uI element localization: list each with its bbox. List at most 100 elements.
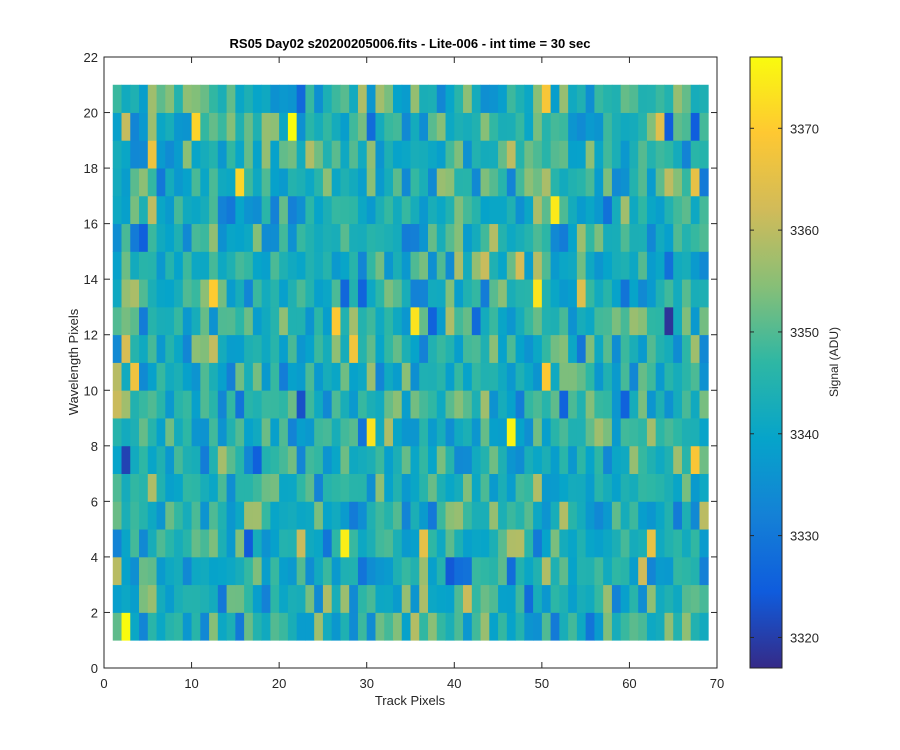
heatmap-cell bbox=[506, 195, 516, 225]
heatmap-cell bbox=[471, 334, 481, 363]
heatmap-cell bbox=[357, 362, 368, 391]
heatmap-cell bbox=[436, 362, 446, 391]
heatmap-cell bbox=[139, 556, 149, 586]
heatmap-cell bbox=[384, 612, 394, 641]
heatmap-cell bbox=[357, 529, 368, 558]
heatmap-cell bbox=[594, 612, 604, 641]
heatmap-cell bbox=[226, 84, 236, 113]
heatmap-cell bbox=[498, 501, 508, 530]
heatmap-cell bbox=[506, 223, 516, 252]
heatmap-cell bbox=[664, 556, 674, 586]
heatmap-cell bbox=[489, 334, 499, 363]
heatmap-cell bbox=[664, 251, 674, 280]
heatmap-cell bbox=[375, 334, 385, 363]
heatmap-cell bbox=[629, 529, 639, 558]
heatmap-cell bbox=[209, 390, 219, 419]
heatmap-cell bbox=[235, 418, 245, 447]
heatmap-cell bbox=[594, 390, 604, 419]
heatmap-cell bbox=[235, 473, 245, 502]
heatmap-cell bbox=[506, 306, 516, 336]
heatmap-cell bbox=[375, 529, 385, 558]
heatmap-cell bbox=[410, 306, 420, 336]
heatmap-cell bbox=[585, 529, 595, 558]
heatmap-cell bbox=[349, 612, 359, 641]
heatmap-cell bbox=[261, 112, 271, 141]
heatmap-cell bbox=[585, 584, 595, 613]
heatmap-cell bbox=[524, 306, 534, 336]
heatmap-cell bbox=[279, 390, 289, 419]
x-tick-label: 10 bbox=[184, 676, 198, 691]
heatmap-cell bbox=[646, 390, 657, 419]
heatmap-cell bbox=[130, 362, 140, 391]
heatmap-cell bbox=[349, 418, 359, 447]
heatmap-cell bbox=[217, 445, 227, 474]
heatmap-cell bbox=[331, 584, 341, 613]
heatmap-cell bbox=[322, 168, 333, 197]
heatmap-cell bbox=[112, 418, 122, 447]
heatmap-cell bbox=[436, 223, 446, 252]
heatmap-cell bbox=[463, 529, 473, 558]
heatmap-cell bbox=[638, 251, 648, 280]
heatmap-cell bbox=[401, 168, 411, 197]
heatmap-cell bbox=[576, 306, 587, 336]
heatmap-cell bbox=[130, 418, 140, 447]
heatmap-cell bbox=[349, 195, 359, 225]
heatmap-cell bbox=[322, 251, 333, 280]
heatmap-cell bbox=[147, 140, 157, 169]
heatmap-cell bbox=[480, 223, 490, 252]
heatmap-cell bbox=[410, 223, 420, 252]
heatmap-cell bbox=[217, 473, 227, 502]
heatmap-cell bbox=[130, 140, 140, 169]
heatmap-cell bbox=[463, 362, 473, 391]
heatmap-cell bbox=[270, 84, 280, 113]
heatmap-cell bbox=[191, 390, 201, 419]
heatmap-cell bbox=[550, 223, 560, 252]
heatmap-cell bbox=[366, 195, 376, 225]
heatmap-cell bbox=[244, 140, 254, 169]
heatmap-cell bbox=[463, 168, 473, 197]
heatmap-cell bbox=[646, 418, 657, 447]
heatmap-cell bbox=[568, 556, 578, 586]
heatmap-cell bbox=[331, 501, 341, 530]
heatmap-cell bbox=[436, 195, 446, 225]
heatmap-cell bbox=[139, 445, 149, 474]
heatmap-cell bbox=[191, 140, 201, 169]
heatmap-cell bbox=[410, 279, 420, 308]
heatmap-cell bbox=[515, 279, 525, 308]
heatmap-cell bbox=[445, 112, 455, 141]
heatmap-cell bbox=[174, 168, 184, 197]
heatmap-cell bbox=[349, 445, 359, 474]
heatmap-cell bbox=[287, 501, 298, 530]
heatmap-cell bbox=[331, 251, 341, 280]
heatmap-cell bbox=[261, 612, 271, 641]
heatmap-cell bbox=[419, 195, 429, 225]
heatmap-cell bbox=[419, 584, 429, 613]
heatmap-cell bbox=[699, 140, 709, 169]
heatmap-cell bbox=[200, 140, 210, 169]
heatmap-cell bbox=[550, 501, 560, 530]
heatmap-cell bbox=[331, 195, 341, 225]
heatmap-cell bbox=[576, 195, 587, 225]
heatmap-cell bbox=[401, 584, 411, 613]
heatmap-cell bbox=[611, 473, 622, 502]
heatmap-cell bbox=[191, 501, 201, 530]
heatmap-cell bbox=[296, 168, 306, 197]
heatmap-cell bbox=[174, 279, 184, 308]
heatmap-cell bbox=[646, 473, 657, 502]
heatmap-cell bbox=[471, 556, 481, 586]
heatmap-cell bbox=[340, 112, 350, 141]
heatmap-cell bbox=[384, 112, 394, 141]
heatmap-cell bbox=[375, 140, 385, 169]
heatmap-cell bbox=[410, 529, 420, 558]
heatmap-cell bbox=[445, 529, 455, 558]
heatmap-cell bbox=[252, 362, 263, 391]
heatmap-cell bbox=[419, 306, 429, 336]
heatmap-cell bbox=[261, 84, 271, 113]
y-axis-label: Wavelength Pixels bbox=[66, 308, 81, 415]
heatmap-cell bbox=[235, 168, 245, 197]
heatmap-cell bbox=[165, 140, 175, 169]
heatmap-cell bbox=[191, 334, 201, 363]
heatmap-cell bbox=[366, 584, 376, 613]
heatmap-cell bbox=[603, 418, 613, 447]
heatmap-cell bbox=[349, 84, 359, 113]
